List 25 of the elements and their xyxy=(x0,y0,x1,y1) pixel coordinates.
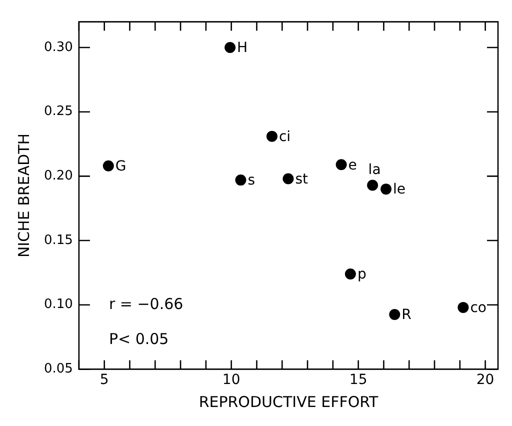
x-tick-label: 10 xyxy=(222,372,240,388)
annotation: ci xyxy=(278,128,291,145)
annotation: P< 0.05 xyxy=(108,330,169,348)
x-tick-label: 5 xyxy=(100,372,109,388)
x-tick-label: 20 xyxy=(476,372,494,388)
x-axis-title: REPRODUCTIVE EFFORT xyxy=(198,392,379,411)
annotation: H xyxy=(237,40,248,56)
y-tick-label: 0.10 xyxy=(44,297,73,312)
y-tick-label: 0.30 xyxy=(44,40,73,55)
annotation: st xyxy=(295,171,309,188)
annotation: r = −0.66 xyxy=(108,294,184,313)
annotation: e xyxy=(348,157,357,174)
annotation: co xyxy=(470,300,486,316)
annotation: s xyxy=(248,172,256,189)
y-tick-label: 0.25 xyxy=(44,104,73,120)
annotation: R xyxy=(402,307,412,324)
y-tick-label: 0.05 xyxy=(44,362,73,377)
y-tick-label: 0.15 xyxy=(44,232,73,248)
annotation: le xyxy=(393,182,406,198)
y-tick-label: 0.20 xyxy=(44,168,73,184)
y-axis-title: NICHE BREADTH xyxy=(14,133,33,258)
annotation: G xyxy=(115,158,126,175)
annotation: la xyxy=(368,162,381,178)
x-tick-label: 15 xyxy=(349,372,368,388)
annotation: p xyxy=(357,266,366,283)
